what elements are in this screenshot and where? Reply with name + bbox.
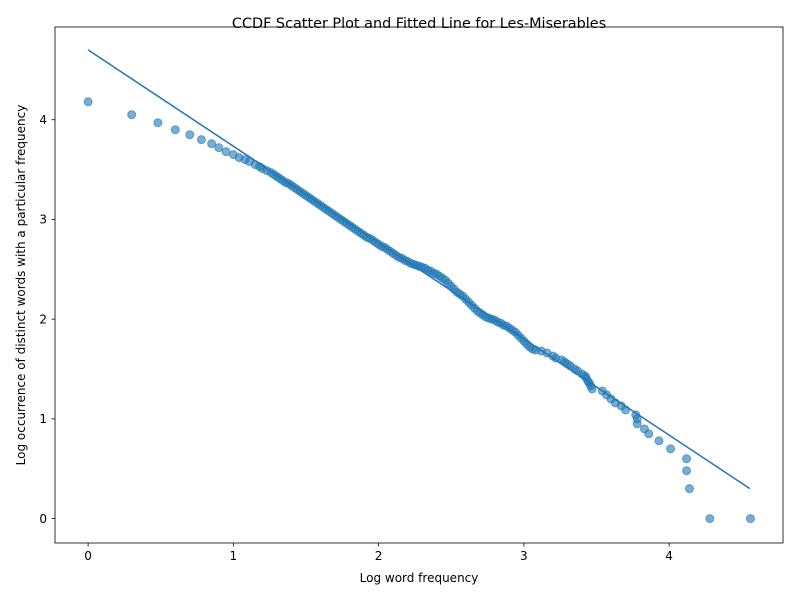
fitted-line <box>87 49 751 490</box>
plot-area: 0 1 2 3 4 0 1 2 3 4 <box>39 26 784 563</box>
data-point <box>127 110 137 120</box>
data-point <box>705 514 715 524</box>
marks-layer <box>83 49 755 524</box>
y-tick-label: 2 <box>39 312 47 326</box>
x-tick-label: 4 <box>665 549 673 563</box>
x-tick-label: 0 <box>84 549 92 563</box>
y-tick-label: 0 <box>39 512 47 526</box>
data-point <box>644 429 654 439</box>
y-axis-label: Log occurrence of distinct words with a … <box>14 105 28 466</box>
data-point <box>666 444 676 454</box>
data-point <box>632 419 642 429</box>
data-point <box>214 143 224 153</box>
x-tick-label: 1 <box>230 549 238 563</box>
x-tick-label: 3 <box>520 549 528 563</box>
data-point <box>745 514 755 524</box>
data-point <box>196 135 206 145</box>
y-tick-label: 4 <box>39 113 47 127</box>
y-tick-label: 1 <box>39 412 47 426</box>
data-point <box>153 118 163 128</box>
data-point <box>185 130 195 140</box>
axes-frame <box>54 26 784 544</box>
chart-title: CCDF Scatter Plot and Fitted Line for Le… <box>232 16 606 32</box>
data-point <box>654 436 664 446</box>
x-tick-label: 2 <box>375 549 383 563</box>
data-point <box>682 454 692 464</box>
y-tick-label: 3 <box>39 213 47 227</box>
x-axis-label: Log word frequency <box>360 571 479 585</box>
y-axis-ticks: 0 1 2 3 4 <box>39 113 55 526</box>
data-point <box>207 139 217 149</box>
data-point <box>682 466 692 476</box>
data-point <box>684 484 694 494</box>
data-point <box>170 125 180 135</box>
data-point <box>83 97 93 107</box>
x-axis-ticks: 0 1 2 3 4 <box>84 543 673 563</box>
